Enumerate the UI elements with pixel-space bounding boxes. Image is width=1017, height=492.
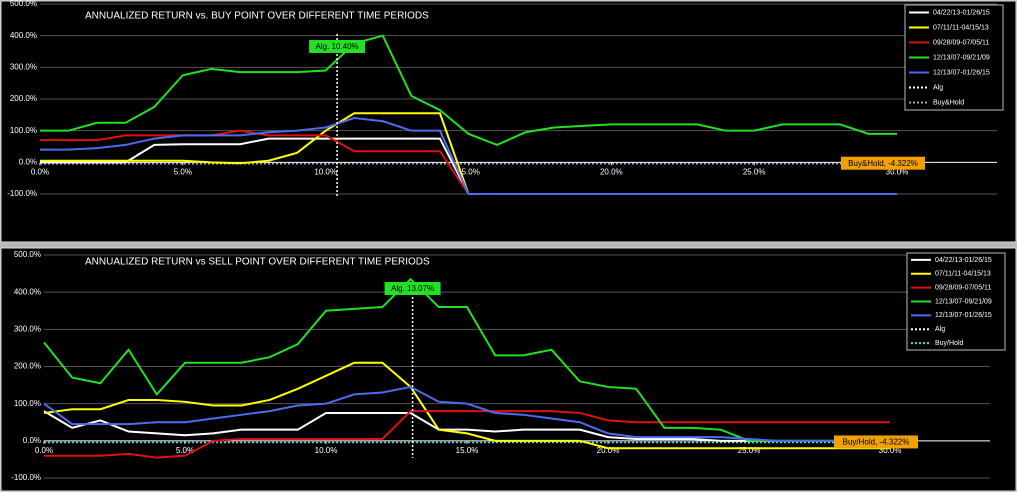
x-tick-label: 30.0% bbox=[886, 167, 909, 176]
legend-label: 12/13/07-01/26/15 bbox=[935, 312, 992, 319]
alg-label: Alg. 13.07% bbox=[391, 284, 434, 293]
y-tick-label: 400.0% bbox=[14, 287, 41, 296]
y-tick-label: 500.0% bbox=[10, 0, 37, 8]
legend-label: Buy&Hold bbox=[933, 99, 964, 106]
legend-label: Alg bbox=[935, 326, 945, 333]
legend-label: 07/11/11-04/15/13 bbox=[935, 271, 991, 278]
panel bbox=[0, 247, 1017, 492]
panel bbox=[0, 0, 1017, 243]
hold-label-box bbox=[841, 156, 925, 170]
series-line bbox=[44, 410, 890, 459]
legend-label: Alg bbox=[933, 84, 943, 91]
legend-label: 12/13/07-01/26/15 bbox=[933, 69, 990, 76]
x-tick-label: 30.0% bbox=[879, 446, 902, 455]
y-tick-label: 500.0% bbox=[14, 250, 41, 259]
chart-title: ANNUALIZED RETURN vs. BUY POINT OVER DIF… bbox=[85, 11, 429, 22]
y-tick-label: -100.0% bbox=[11, 473, 41, 482]
x-tick-label: 15.0% bbox=[456, 446, 479, 455]
x-tick-label: 10.0% bbox=[314, 167, 337, 176]
series-line bbox=[43, 277, 890, 442]
y-tick-label: 0.0% bbox=[19, 157, 37, 166]
alg-label-box bbox=[384, 282, 441, 295]
legend-label: 04/22/13-01/26/15 bbox=[933, 9, 990, 16]
y-tick-label: 300.0% bbox=[14, 324, 41, 333]
x-tick-label: 0.0% bbox=[35, 446, 53, 455]
hold-label: Buy/Hold, -4.322% bbox=[843, 438, 910, 447]
legend-label: 04/22/13-01/26/15 bbox=[935, 257, 992, 264]
x-tick-label: 25.0% bbox=[743, 167, 766, 176]
series-line bbox=[40, 112, 470, 195]
y-tick-label: 100.0% bbox=[10, 126, 37, 135]
y-tick-label: 0.0% bbox=[23, 436, 41, 445]
alg-label-box bbox=[309, 40, 366, 53]
x-tick-label: 5.0% bbox=[176, 446, 194, 455]
chart-title: ANNUALIZED RETURN vs SELL POINT OVER DIF… bbox=[85, 257, 430, 268]
series-line bbox=[40, 116, 897, 195]
legend-label: 09/28/09-07/05/11 bbox=[935, 284, 991, 291]
legend-label: Buy/Hold bbox=[935, 340, 964, 347]
legend-label: 12/13/07-09/21/09 bbox=[933, 54, 990, 61]
series-line bbox=[43, 361, 890, 450]
legend-label: 07/11/11-04/15/13 bbox=[933, 24, 989, 31]
hold-label-box bbox=[834, 435, 918, 449]
y-tick-label: 300.0% bbox=[10, 62, 37, 71]
x-tick-label: 20.0% bbox=[597, 446, 620, 455]
x-tick-label: 15.0% bbox=[457, 167, 480, 176]
legend-label: 12/13/07-09/21/09 bbox=[935, 298, 992, 305]
alg-label: Alg. 10.40% bbox=[316, 42, 359, 51]
x-tick-label: 5.0% bbox=[174, 167, 192, 176]
x-tick-label: 10.0% bbox=[315, 446, 338, 455]
legend-label: 09/28/09-07/05/11 bbox=[933, 39, 989, 46]
x-tick-label: 25.0% bbox=[738, 446, 761, 455]
x-tick-label: 20.0% bbox=[600, 167, 623, 176]
series-line bbox=[43, 385, 890, 442]
series-line bbox=[40, 137, 470, 195]
y-tick-label: -100.0% bbox=[7, 189, 37, 198]
hold-label: Buy&Hold, -4.322% bbox=[848, 159, 918, 168]
y-tick-label: 200.0% bbox=[10, 94, 37, 103]
x-tick-label: 0.0% bbox=[31, 167, 49, 176]
series-line bbox=[40, 34, 897, 146]
y-tick-label: 200.0% bbox=[14, 362, 41, 371]
y-tick-label: 400.0% bbox=[10, 31, 37, 40]
y-tick-label: 100.0% bbox=[14, 399, 41, 408]
